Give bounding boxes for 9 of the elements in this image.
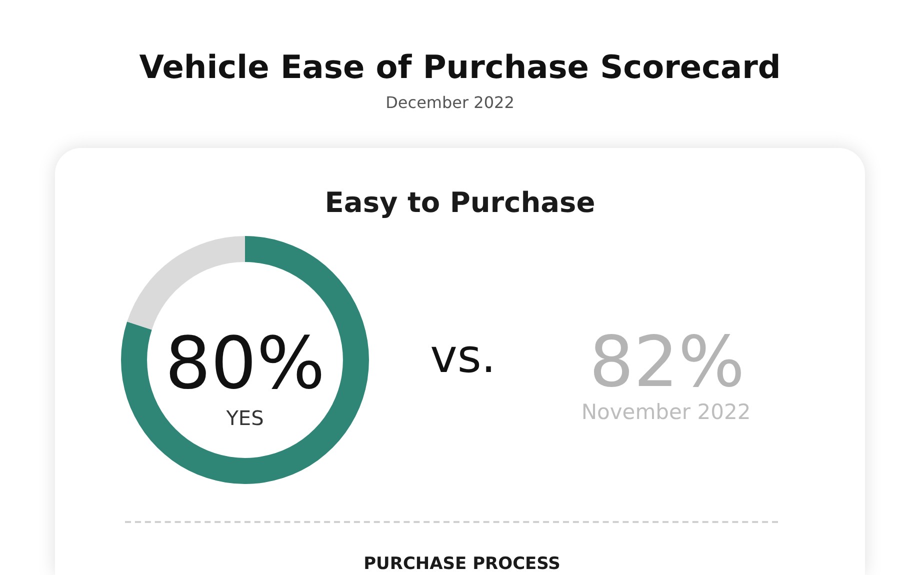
slice-label: YES — [225, 406, 264, 430]
text: Easy to Purchase — [324, 186, 596, 219]
text: vs. — [430, 329, 496, 383]
data-label: 80% — [164, 321, 326, 405]
text: PURCHASE PROCESS — [364, 554, 560, 574]
text: Vehicle Ease of Purchase Scorecard — [139, 48, 781, 86]
text: December 2022 — [386, 93, 514, 112]
text: 82% — [589, 321, 745, 403]
text: November 2022 — [581, 400, 751, 424]
